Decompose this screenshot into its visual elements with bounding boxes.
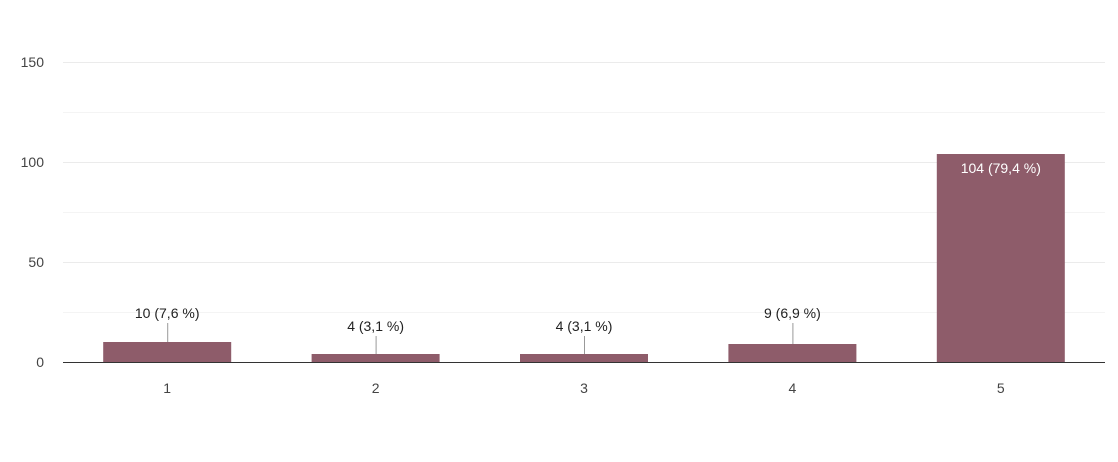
x-tick-label: 5 bbox=[997, 380, 1005, 396]
data-label-5: 104 (79,4 %) bbox=[961, 160, 1041, 176]
x-tick-label: 3 bbox=[580, 380, 588, 396]
y-tick-label: 150 bbox=[21, 54, 45, 70]
x-tick-label: 4 bbox=[789, 380, 797, 396]
y-tick-label: 100 bbox=[21, 154, 45, 170]
y-axis-tick-labels: 0 50 100 150 bbox=[21, 54, 45, 370]
x-tick-label: 1 bbox=[163, 380, 171, 396]
data-label-2: 4 (3,1 %) bbox=[347, 318, 404, 334]
grid-lines bbox=[63, 62, 1105, 313]
bar-3 bbox=[520, 354, 648, 362]
data-labels: 10 (7,6 %) 4 (3,1 %) 4 (3,1 %) 9 (6,9 %) 104… bbox=[135, 160, 1041, 334]
x-axis-tick-labels: 1 2 3 4 5 bbox=[163, 380, 1005, 396]
y-tick-label: 0 bbox=[36, 354, 44, 370]
bar-5 bbox=[936, 154, 1065, 362]
data-label-4: 9 (6,9 %) bbox=[764, 305, 821, 321]
data-label-1: 10 (7,6 %) bbox=[135, 305, 200, 321]
bars bbox=[103, 154, 1065, 362]
y-tick-label: 50 bbox=[28, 254, 44, 270]
data-label-3: 4 (3,1 %) bbox=[556, 318, 613, 334]
x-tick-label: 2 bbox=[372, 380, 380, 396]
bar-4 bbox=[728, 344, 857, 362]
bar-2 bbox=[311, 354, 440, 362]
bar-1 bbox=[103, 342, 232, 362]
label-leader-lines bbox=[167, 323, 794, 354]
